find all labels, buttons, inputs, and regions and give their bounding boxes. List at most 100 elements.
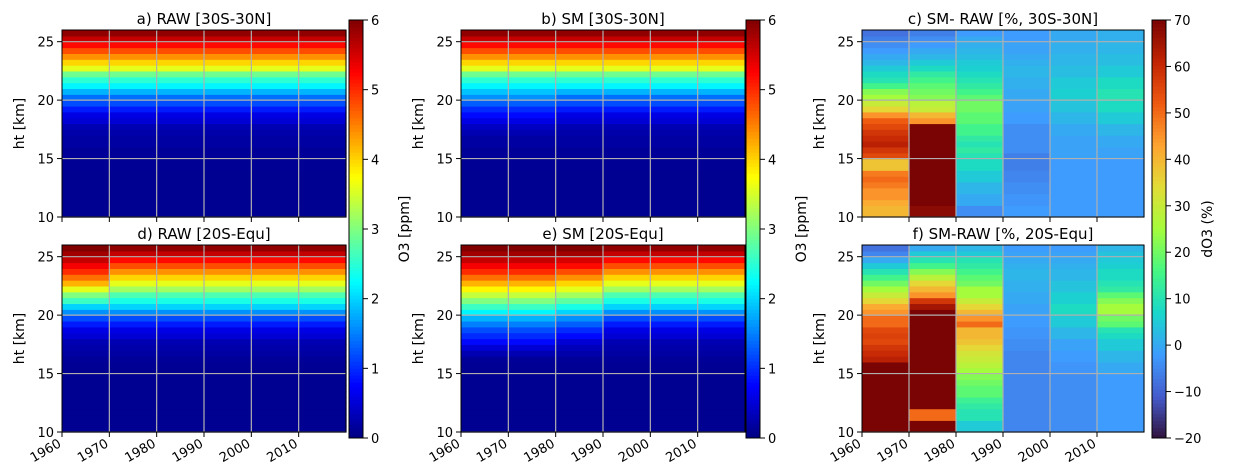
y-tick-label: 10 <box>37 211 54 226</box>
heatmap-cell <box>862 373 910 380</box>
colorbar-segment <box>1152 333 1166 338</box>
colorbar-segment <box>1152 145 1166 150</box>
heatmap-cell <box>956 250 1004 258</box>
heatmap-cell <box>603 285 746 293</box>
heatmap-cell <box>1050 426 1098 433</box>
heatmap-cell <box>862 361 910 369</box>
colorbar-segment <box>349 40 363 45</box>
colorbar-segment <box>746 58 760 63</box>
heatmap-cell <box>603 262 746 269</box>
panel-b: 10 15 20 25 b) SM [30S-30N] ht [km] <box>411 10 746 226</box>
heatmap-cell <box>956 280 1004 287</box>
heatmap-cell <box>862 303 910 310</box>
heatmap-cell <box>461 268 509 275</box>
heatmap-cell <box>862 152 910 160</box>
heatmap-cell <box>1003 94 1051 101</box>
colorbar-segment <box>746 354 760 359</box>
heatmap-cell <box>109 135 347 142</box>
colorbar-segment <box>1152 40 1166 45</box>
heatmap-cell <box>555 303 604 310</box>
heatmap-cell <box>862 309 910 316</box>
heatmap-cell <box>862 285 910 293</box>
heatmap-cell <box>909 280 957 287</box>
heatmap-cell <box>862 315 910 322</box>
heatmap-cell <box>555 297 604 305</box>
y-tick-label: 15 <box>837 153 854 168</box>
colorbar-segment <box>349 326 363 331</box>
heatmap-cell <box>1003 117 1051 125</box>
heatmap-cell <box>956 135 1004 142</box>
colorbar-segment <box>349 309 363 314</box>
heatmap-cell <box>862 326 910 334</box>
heatmap-cell <box>1050 262 1098 269</box>
colorbar-segment <box>1152 72 1166 77</box>
colorbar-segment <box>746 152 760 157</box>
colorbar-segment <box>1152 75 1166 80</box>
heatmap-cell <box>909 426 957 433</box>
panel-a: 10 15 20 25 a) RAW [30S-30N] ht [km] <box>12 10 347 226</box>
heatmap-cell <box>109 65 347 72</box>
heatmap-cell <box>62 176 110 183</box>
colorbar-segment <box>746 208 760 213</box>
heatmap-cell <box>909 199 957 206</box>
colorbar-tick-label: 3 <box>768 223 776 238</box>
heatmap-cell <box>1050 181 1098 189</box>
heatmap-cell <box>909 391 957 398</box>
heatmap-cell <box>1097 350 1145 357</box>
heatmap-cell <box>62 181 110 189</box>
colorbar-segment <box>746 180 760 185</box>
colorbar-segment <box>349 166 363 171</box>
heatmap-cell <box>109 338 347 345</box>
heatmap-cell <box>1050 59 1098 66</box>
heatmap-cell <box>109 88 347 95</box>
heatmap-cell <box>956 262 1004 269</box>
heatmap-cell <box>109 361 347 369</box>
colorbar-segment <box>349 371 363 376</box>
heatmap-cell <box>62 315 110 322</box>
heatmap-cell <box>1050 35 1098 43</box>
heatmap-cell <box>862 338 910 345</box>
colorbar-segment <box>1152 124 1166 129</box>
colorbar-segment <box>349 396 363 401</box>
heatmap-cell <box>603 332 746 340</box>
heatmap-cell <box>508 268 557 275</box>
colorbar-segment <box>349 267 363 272</box>
colorbar-segment <box>1152 229 1166 233</box>
colorbar-segment <box>746 117 760 122</box>
heatmap-cell <box>956 205 1004 212</box>
colorbar-segment <box>349 100 363 105</box>
heatmap-cell <box>1050 100 1098 107</box>
heatmap-cell <box>1003 88 1051 95</box>
heatmap-cell <box>1050 170 1098 177</box>
heatmap-cell <box>1097 53 1145 60</box>
heatmap-cell <box>1097 420 1145 427</box>
heatmap-cell <box>956 129 1004 136</box>
colorbar-segment <box>349 173 363 178</box>
heatmap-cell <box>1050 70 1098 78</box>
colorbar-cb1: 0 1 2 3 4 5 6 O3 [ppm] <box>745 14 810 447</box>
heatmap-cell <box>862 53 910 60</box>
heatmap-cell <box>1097 373 1145 380</box>
colorbar-segment <box>1152 427 1166 432</box>
colorbar-segment <box>1152 330 1166 334</box>
heatmap-cell <box>862 344 910 351</box>
heatmap-cell <box>461 297 509 305</box>
heatmap-cell <box>62 117 110 125</box>
heatmap-cell <box>956 420 1004 427</box>
colorbar-segment <box>746 298 760 303</box>
colorbar-segment <box>349 75 363 80</box>
y-axis-label: ht [km] <box>812 98 828 149</box>
heatmap-cell <box>62 391 110 398</box>
heatmap-cell <box>1097 158 1145 165</box>
heatmap-cell <box>956 146 1004 154</box>
colorbar-segment <box>1152 169 1166 174</box>
heatmap-cell <box>956 350 1004 357</box>
y-axis-label: ht [km] <box>12 313 28 364</box>
heatmap-cell <box>109 170 347 177</box>
heatmap-cell <box>909 94 957 101</box>
heatmap-cell <box>62 262 110 269</box>
colorbar-segment <box>746 343 760 348</box>
heatmap-cell <box>603 373 746 380</box>
colorbar-segment <box>349 246 363 251</box>
heatmap-cell <box>1050 30 1098 37</box>
